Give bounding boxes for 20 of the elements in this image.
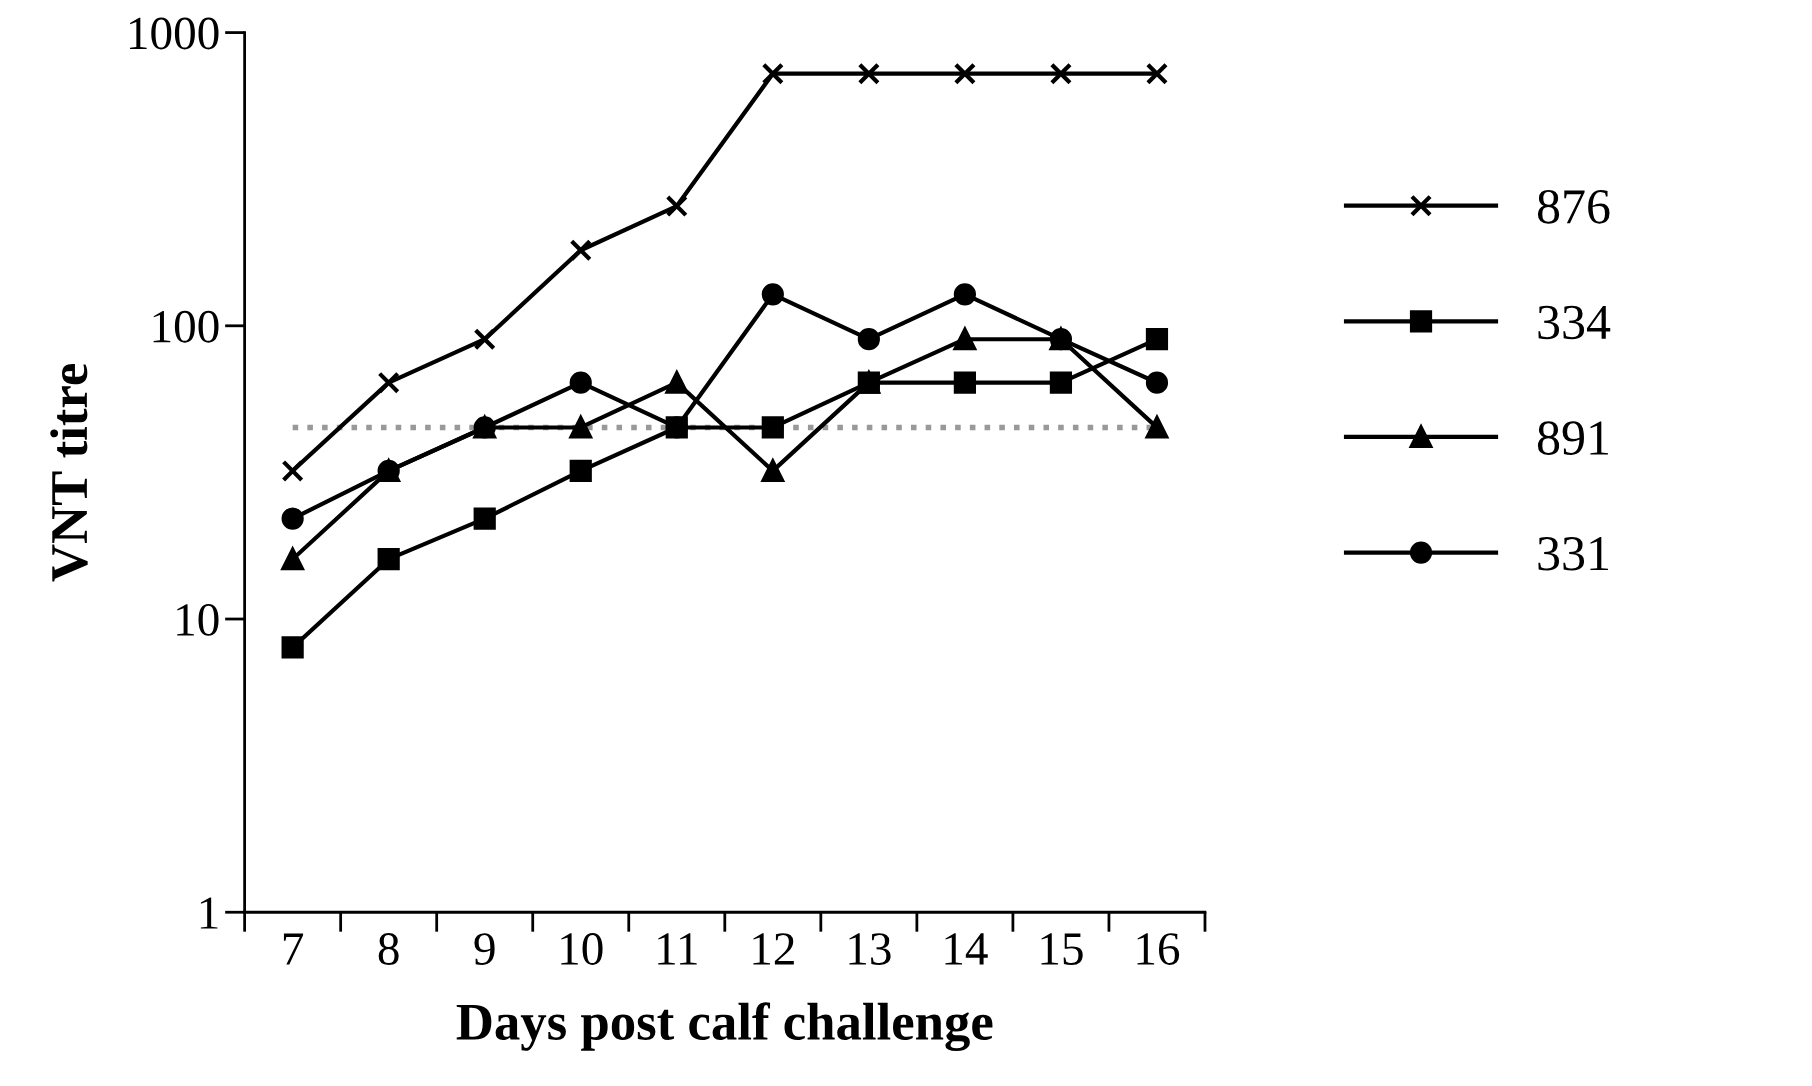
y-tick-label: 1000 (130, 17, 219, 50)
x-tick-label: 13 (849, 933, 891, 965)
y-tick-label: 1 (200, 897, 218, 929)
y-tick-label: 100 (153, 310, 219, 343)
x-tick-label: 12 (753, 933, 794, 965)
y-axis-title: VNT titre (50, 364, 88, 582)
x-tick-label: 15 (1041, 933, 1083, 965)
x-tick-label: 16 (1137, 933, 1180, 965)
legend-label: 334 (1538, 305, 1611, 340)
y-tick-label: 10 (177, 604, 219, 636)
x-tick-label: 14 (945, 933, 988, 965)
legend-label: 331 (1538, 536, 1609, 571)
x-tick-label: 8 (378, 933, 399, 965)
x-axis-title: Days post calf challenge (456, 1002, 993, 1052)
legend-label: 891 (1537, 421, 1609, 455)
x-tick-label: 10 (561, 933, 603, 965)
legend-label: 876 (1537, 189, 1610, 224)
x-tick-label: 7 (283, 933, 304, 965)
x-tick-label: 9 (474, 933, 495, 965)
x-tick-label: 11 (658, 933, 697, 965)
